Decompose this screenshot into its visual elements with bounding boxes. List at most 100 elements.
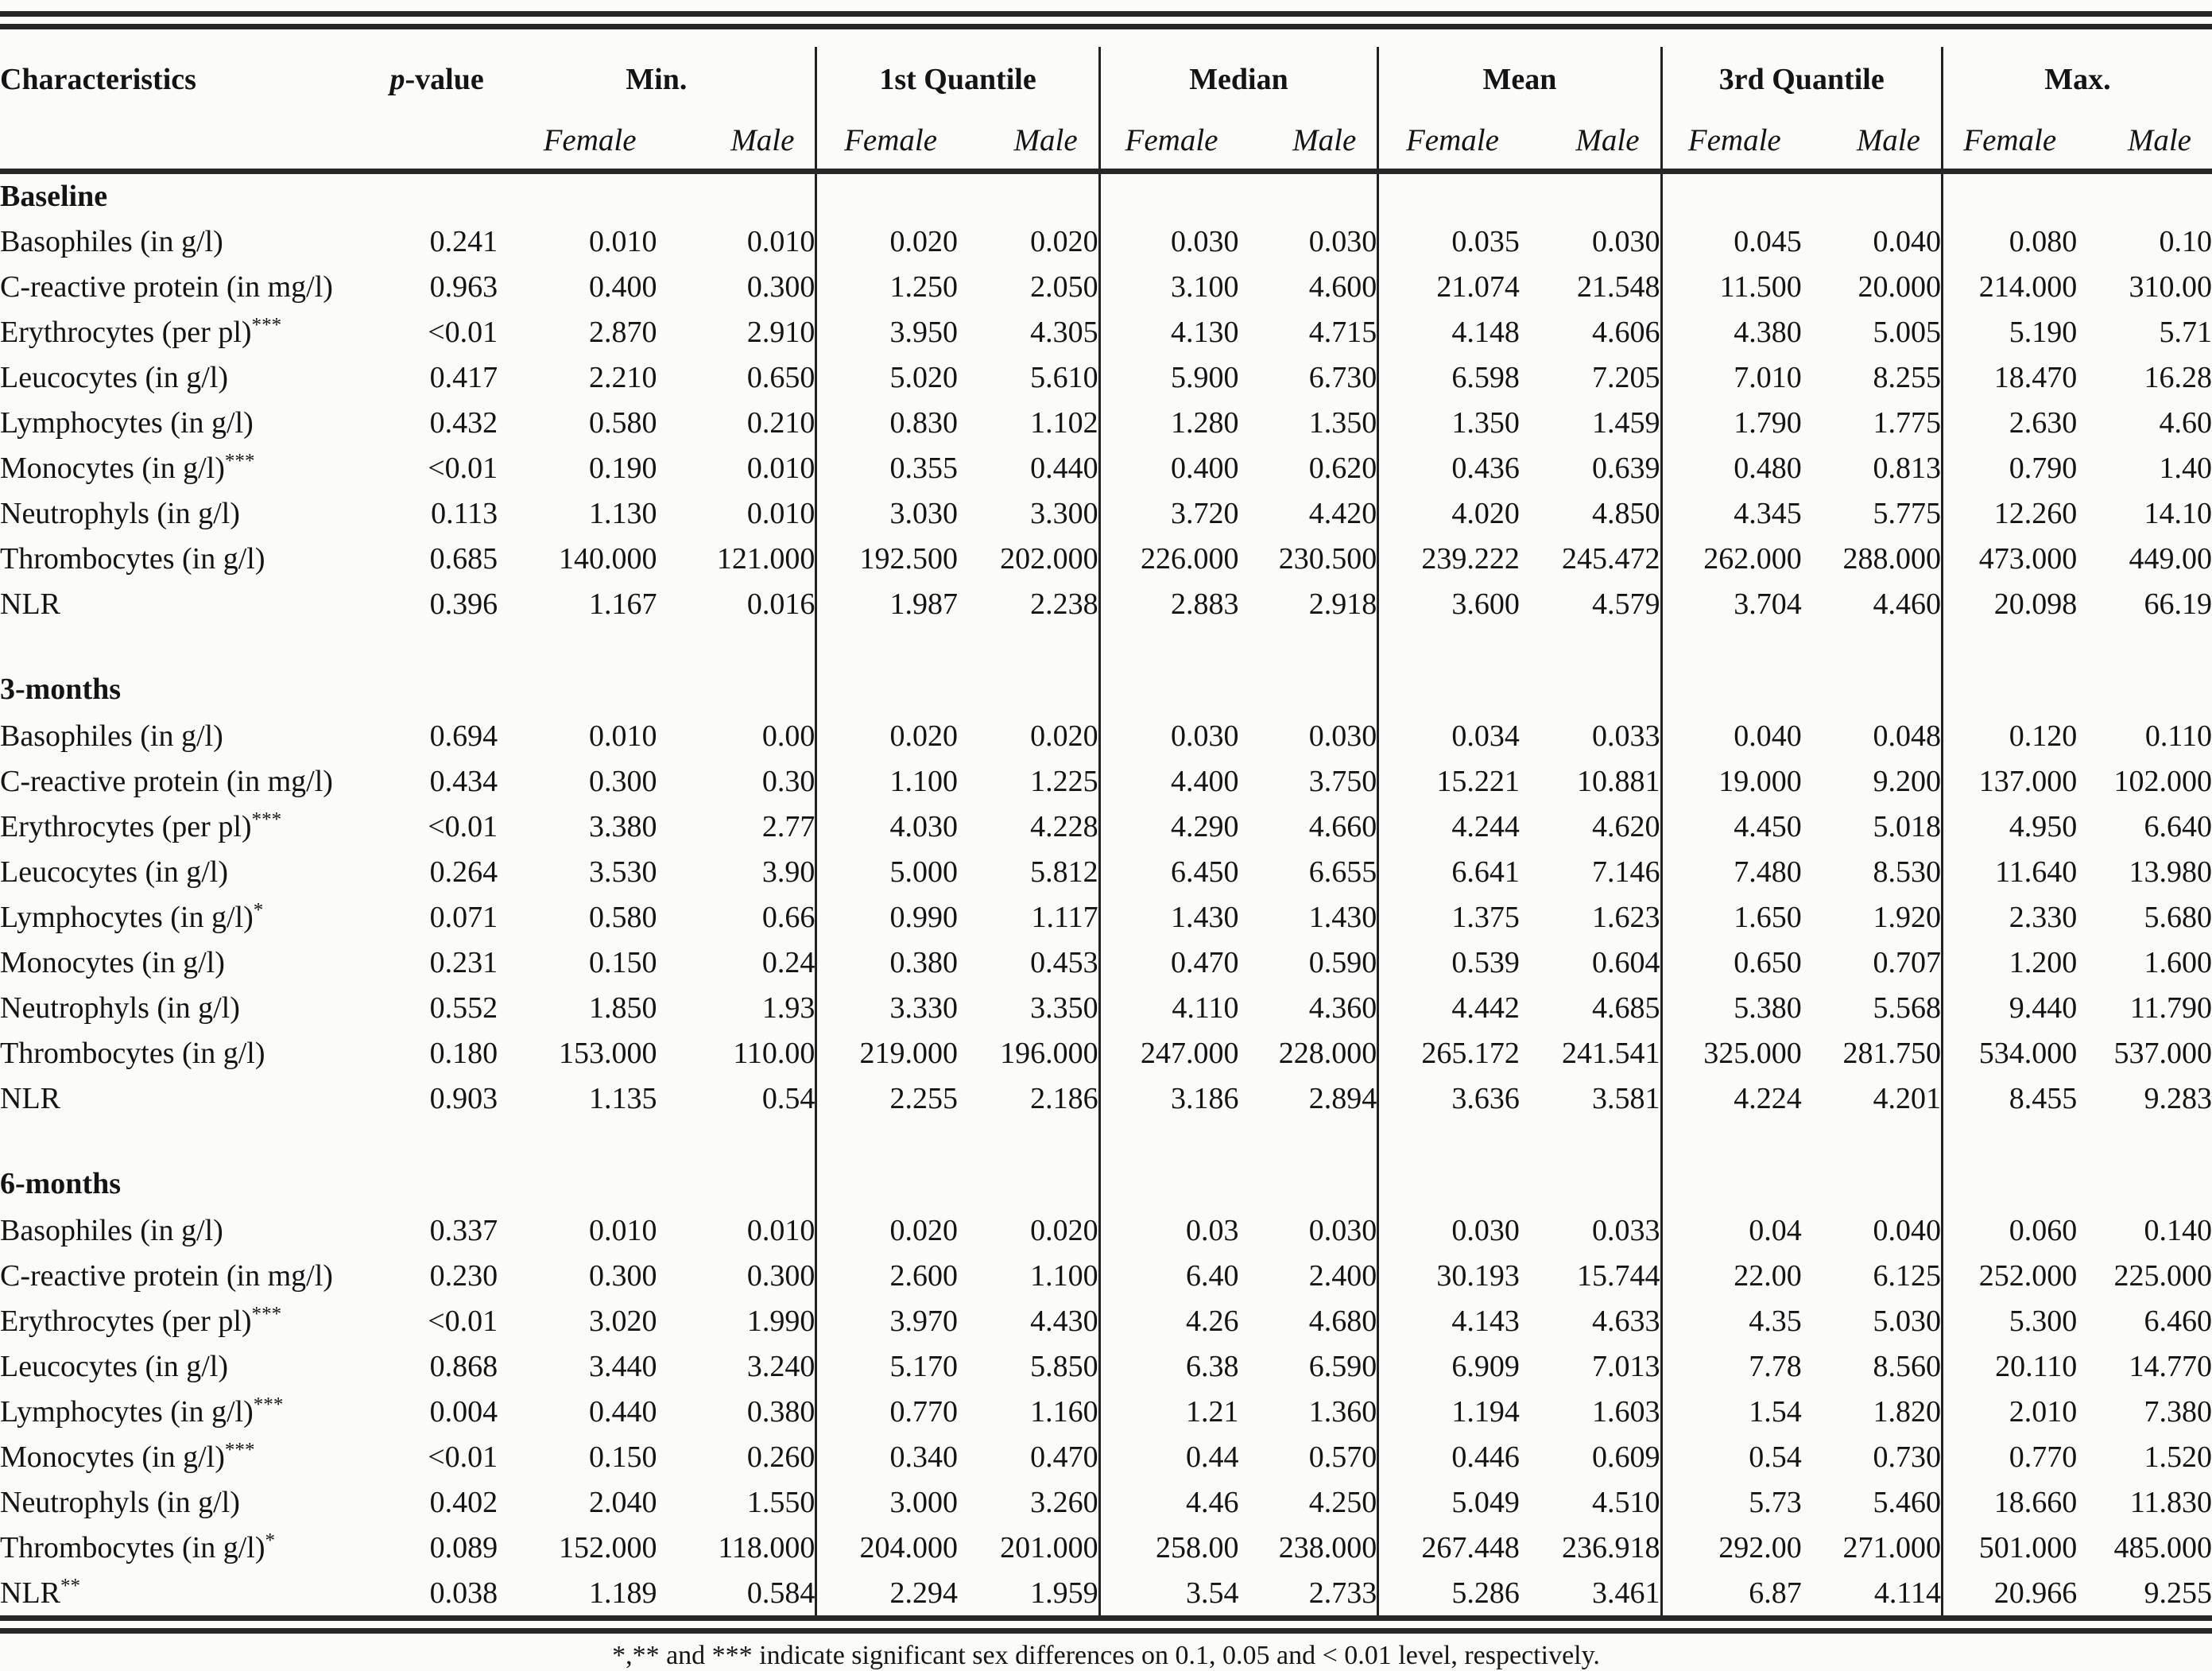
value-cell: 6.598: [1377, 355, 1520, 400]
value-cell: 6.450: [1098, 849, 1239, 894]
value-cell: 0.24: [761, 945, 815, 979]
table-footnote: *,** and *** indicate significant sex di…: [612, 1641, 1600, 1670]
value-cell: 7.380: [2144, 1394, 2212, 1429]
value-cell: 3.240: [746, 1349, 815, 1383]
value-cell: 0.54: [1660, 1434, 1802, 1479]
value-cell: 1.54: [1660, 1389, 1802, 1434]
value-cell: 20.966: [1940, 1570, 2078, 1615]
value-cell: 0.620: [1308, 451, 1377, 485]
value-cell: 11.830: [2129, 1485, 2212, 1519]
p-value-cell: 0.402: [429, 1485, 498, 1519]
value-cell: 0.040: [1873, 1213, 1941, 1247]
table-row: Basophiles (in g/l) 0.241 0.010 0.010 0.020 0…: [0, 219, 2212, 264]
value-cell: 6.590: [1308, 1349, 1377, 1383]
empty-cell: [815, 1160, 959, 1208]
value-cell: 1.775: [1873, 405, 1941, 440]
value-cell: 9.255: [2144, 1576, 2212, 1610]
value-cell: 0.66: [761, 900, 815, 934]
value-cell: 0.010: [589, 1213, 657, 1247]
empty-cell: [1238, 1121, 1377, 1160]
row-label: Lymphocytes (in g/l)***: [0, 1389, 376, 1434]
empty-cell: [657, 171, 816, 219]
value-cell: 3.90: [761, 855, 815, 889]
value-cell: 5.000: [815, 849, 959, 894]
p-value-cell: <0.01: [428, 1304, 498, 1338]
value-cell: 4.46: [1098, 1479, 1239, 1525]
empty-cell: [376, 1160, 498, 1208]
row-label: C-reactive protein (in mg/l): [0, 758, 376, 804]
table-row: Neutrophyls (in g/l) 0.113 1.130 0.010 3.030…: [0, 490, 2212, 536]
value-cell: 0.010: [746, 1213, 815, 1247]
value-cell: 6.730: [1308, 360, 1377, 394]
significance-stars: ***: [251, 808, 282, 830]
value-cell: 4.130: [1098, 309, 1239, 355]
empty-cell: [1660, 1121, 1802, 1160]
value-cell: 4.450: [1660, 804, 1802, 849]
empty-cell: [958, 665, 1099, 713]
value-cell: 2.77: [761, 809, 815, 843]
section-title: Baseline: [0, 179, 108, 213]
p-value-cell: 0.231: [429, 945, 498, 979]
value-cell: 2.210: [589, 360, 657, 394]
row-label: Erythrocytes (per pl)***: [0, 804, 376, 849]
value-cell: 15.221: [1377, 758, 1520, 804]
column-header-1st-quantile: 1st Quantile: [815, 47, 1100, 112]
significance-stars: *: [253, 898, 264, 921]
row-label-text: Erythrocytes (per pl): [0, 1304, 252, 1338]
empty-cell: [1660, 1160, 1802, 1208]
value-cell: 4.244: [1377, 804, 1520, 849]
row-label: Lymphocytes (in g/l)*: [0, 894, 376, 940]
p-value-cell: <0.01: [428, 315, 498, 349]
p-value-cell: 0.552: [429, 991, 498, 1025]
empty-cell: [376, 1121, 498, 1160]
top-double-rule: [0, 11, 2212, 29]
value-cell: 0.446: [1377, 1434, 1520, 1479]
row-label-text: Monocytes (in g/l): [0, 451, 225, 485]
value-cell: 30.193: [1377, 1253, 1520, 1298]
row-label: Basophiles (in g/l): [0, 219, 376, 264]
value-cell: 5.020: [815, 355, 959, 400]
value-cell: 2.040: [589, 1485, 657, 1519]
empty-cell: [1802, 626, 1943, 665]
value-cell: 9.200: [1873, 764, 1941, 798]
value-cell: 292.00: [1660, 1525, 1802, 1570]
value-cell: 4.114: [1873, 1576, 1941, 1610]
empty-cell: [958, 1160, 1099, 1208]
value-cell: 3.600: [1377, 581, 1520, 626]
empty-cell: [2077, 1121, 2212, 1160]
value-cell: 0.480: [1660, 445, 1802, 490]
value-cell: 271.000: [1842, 1530, 1941, 1564]
value-cell: 0.570: [1308, 1440, 1377, 1474]
table-row: Monocytes (in g/l)*** <0.01 0.190 0.010 0.35…: [0, 445, 2212, 490]
significance-stars: ***: [251, 1302, 282, 1324]
p-value-cell: 0.089: [429, 1530, 498, 1564]
empty-cell: [376, 626, 498, 665]
p-rest: -value: [405, 63, 484, 96]
empty-cell: [1238, 665, 1377, 713]
row-label: Leucocytes (in g/l): [0, 355, 376, 400]
empty-cell: [1377, 665, 1520, 713]
p-italic: p: [389, 63, 405, 96]
value-cell: 0.300: [589, 1258, 657, 1293]
value-cell: 3.581: [1592, 1081, 1660, 1115]
table-row: Thrombocytes (in g/l)* 0.089 152.000 118.00…: [0, 1525, 2212, 1570]
row-label: Neutrophyls (in g/l): [0, 1479, 376, 1525]
row-label-text: Erythrocytes (per pl): [0, 809, 252, 843]
value-cell: 202.000: [1000, 541, 1098, 576]
subheader-max-male: Male: [2077, 112, 2212, 174]
value-cell: 265.172: [1377, 1030, 1520, 1076]
value-cell: 3.750: [1308, 764, 1377, 798]
empty-cell: [1940, 171, 2078, 219]
empty-cell: [1377, 626, 1520, 665]
value-cell: 2.186: [1030, 1081, 1098, 1115]
value-cell: 5.018: [1873, 809, 1941, 843]
value-cell: 20.098: [1940, 581, 2078, 626]
empty-cell: [0, 1121, 376, 1160]
value-cell: 4.020: [1377, 490, 1520, 536]
value-cell: 6.909: [1377, 1343, 1520, 1389]
empty-cell: [1377, 1121, 1520, 1160]
significance-stars: ***: [251, 313, 282, 335]
row-label-text: Thrombocytes (in g/l): [0, 1036, 265, 1070]
subheader-q1-female: Female: [815, 112, 959, 174]
empty-cell: [1660, 665, 1802, 713]
